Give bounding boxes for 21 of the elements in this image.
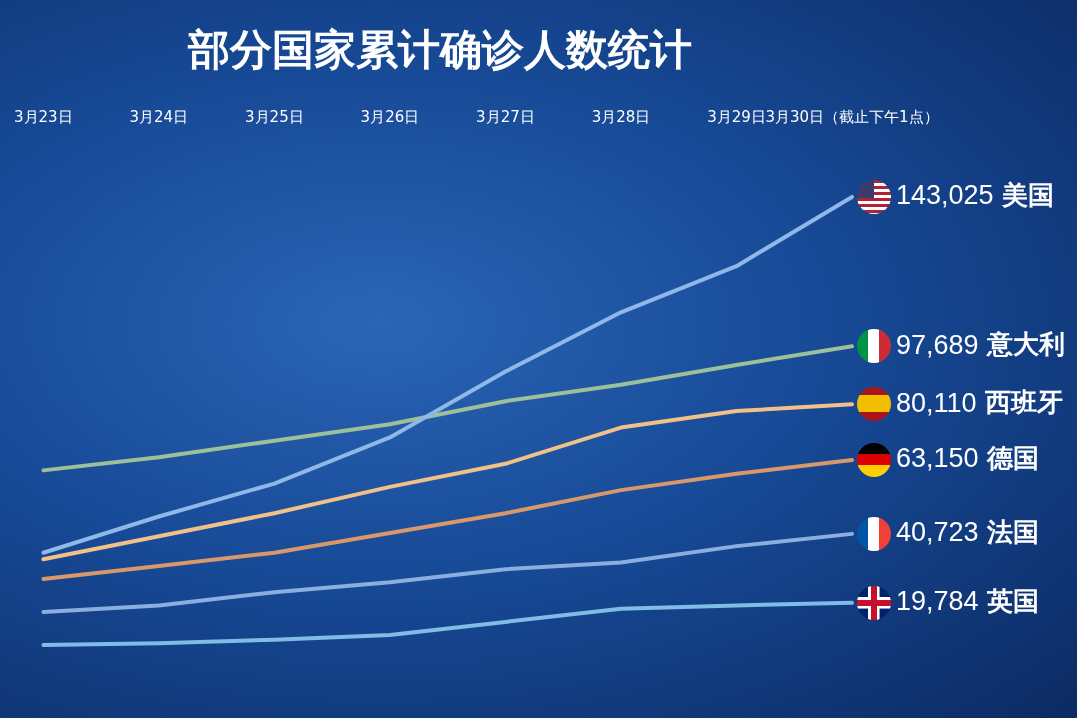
text: 德国: [985, 442, 1039, 473]
text: 英国: [985, 585, 1039, 616]
x-tick-label: 3月26日: [360, 107, 420, 126]
x-tick-label: 3月30日（截止下午1点）: [765, 107, 939, 126]
x-tick-label: 3月24日: [129, 107, 189, 126]
x-tick-label: 3月28日: [591, 107, 651, 126]
chart-title: 部分国家累计确诊人数统计: [186, 24, 693, 76]
data-label: 63,150: [896, 443, 979, 474]
data-label: 97,689: [896, 329, 979, 360]
text: 西班牙: [983, 386, 1063, 417]
x-tick-label: 3月23日: [13, 107, 73, 126]
x-tick-label: 3月25日: [245, 107, 304, 126]
text: 法国: [985, 516, 1039, 547]
x-tick-label: 3月29日: [707, 107, 766, 126]
data-label: 143,025: [896, 180, 994, 211]
x-tick-label: 3月27日: [476, 107, 535, 126]
data-label: 40,723: [896, 517, 979, 548]
text: 意大利: [985, 328, 1065, 359]
data-label: 80,110: [896, 387, 977, 418]
data-label: 19,784: [896, 586, 979, 617]
text: 美国: [1000, 179, 1054, 210]
